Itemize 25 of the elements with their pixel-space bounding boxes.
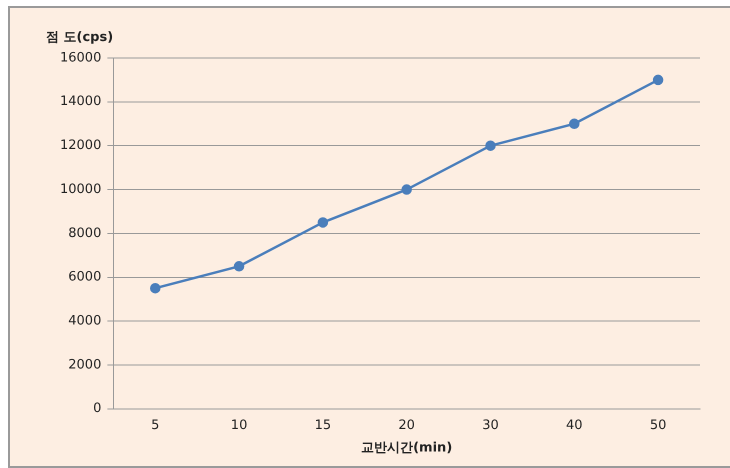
x-tick-label: 20 [398, 418, 415, 433]
y-tick-label: 14000 [60, 94, 102, 110]
y-tick-label: 4000 [68, 313, 102, 328]
y-tick-label: 0 [93, 401, 102, 416]
y-tick-label: 8000 [68, 226, 102, 241]
y-tick-label: 16000 [60, 50, 102, 66]
point [234, 261, 244, 272]
x-tick-label: 15 [314, 418, 332, 433]
y-tick-label: 12000 [60, 138, 102, 154]
x-tick-label: 30 [482, 418, 499, 433]
point [401, 184, 412, 195]
point [318, 217, 328, 228]
point [150, 282, 161, 294]
y-axis-title: 점 도(cps) [46, 29, 114, 46]
point [569, 118, 580, 130]
x-axis-title: 교반시간(min) [361, 440, 452, 456]
x-tick-label: 10 [230, 418, 248, 433]
y-tick-label: 10000 [60, 182, 102, 197]
point [652, 74, 664, 86]
point [485, 140, 496, 151]
y-tick-label: 6000 [68, 270, 102, 285]
x-tick-label: 5 [151, 418, 160, 433]
x-tick-label: 40 [566, 418, 583, 433]
x-tick-label: 50 [650, 418, 666, 433]
y-tick-label: 2000 [68, 357, 102, 372]
